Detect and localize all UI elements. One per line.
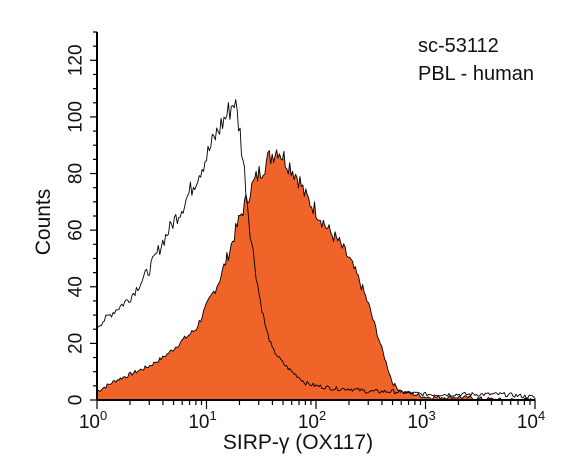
filled-series-layer <box>96 149 536 401</box>
x-tick-exponent: 2 <box>319 408 326 423</box>
y-tick-label: 0 <box>66 395 87 406</box>
x-axis-title: SIRP-γ (OX117) <box>223 431 373 454</box>
y-axis-ticks: 0 20 40 60 80 100 120 <box>66 31 97 406</box>
y-tick-label: 20 <box>66 333 87 354</box>
y-axis-title: Counts <box>32 189 55 256</box>
x-tick-label: 100 <box>79 408 107 433</box>
x-tick-exponent: 1 <box>209 408 216 423</box>
y-tick-label: 60 <box>66 220 87 241</box>
x-tick-base: 10 <box>79 412 100 433</box>
annotation-sample: PBL - human <box>418 63 534 85</box>
outline-histogram-series <box>96 99 536 399</box>
x-tick-base: 10 <box>407 412 428 433</box>
annotation-catalog-number: sc-53112 <box>418 35 499 57</box>
x-tick-label: 101 <box>188 408 216 433</box>
x-axis-ticks: 100 101 102 103 104 <box>79 400 545 433</box>
x-tick-exponent: 3 <box>428 408 435 423</box>
y-tick-label: 100 <box>66 101 87 133</box>
x-tick-label: 103 <box>407 408 435 433</box>
y-tick-label: 80 <box>66 163 87 184</box>
x-tick-base: 10 <box>517 412 538 433</box>
x-tick-base: 10 <box>298 412 319 433</box>
x-tick-exponent: 4 <box>538 408 545 423</box>
x-tick-exponent: 0 <box>100 408 107 423</box>
y-tick-label: 120 <box>66 44 87 76</box>
outline-series-layer <box>96 99 536 399</box>
x-tick-label: 104 <box>517 408 545 433</box>
y-tick-label: 40 <box>66 276 87 297</box>
x-tick-base: 10 <box>188 412 209 433</box>
filled-histogram-series <box>96 149 536 401</box>
x-tick-label: 102 <box>298 408 326 433</box>
